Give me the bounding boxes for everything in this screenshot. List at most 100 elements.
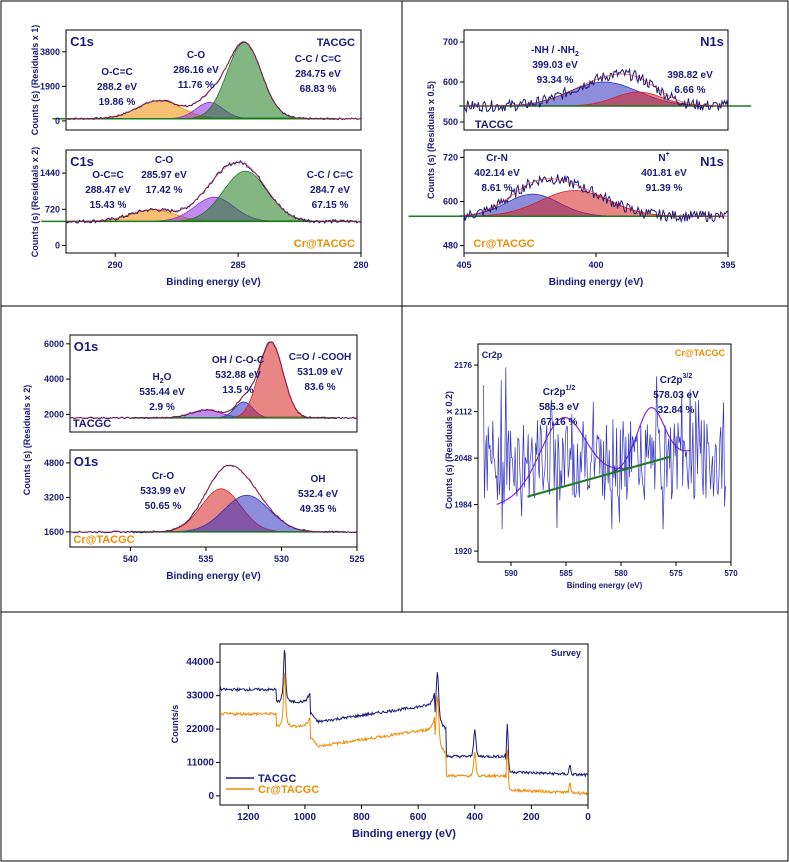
n1s-top-ytick-label-0: 700 bbox=[443, 37, 458, 47]
n1s-top-fit-envelope bbox=[464, 73, 729, 107]
c1s-top-peak-2-label: C-C / C=C bbox=[295, 54, 341, 65]
c1s-bottom-peak-1-percent: 17.42 % bbox=[146, 185, 183, 196]
cr2p-peak-0-percent: 67.16 % bbox=[541, 417, 578, 428]
o1s-xtick-label-3: 525 bbox=[349, 554, 364, 564]
n1s-top-spectrum-line bbox=[463, 67, 729, 114]
survey-xtick-label-1: 1000 bbox=[294, 812, 317, 823]
c1s-top-ytick-label-1: 1900 bbox=[40, 81, 60, 91]
cr2p-peak-1-energy: 578.03 eV bbox=[653, 390, 699, 401]
o1s-top-title: O1s bbox=[74, 339, 99, 354]
c1s-top-peak-1-energy: 286.16 eV bbox=[173, 65, 219, 76]
o1s-ylabel: Counts (s) (Residuals x 2) bbox=[22, 385, 32, 496]
n1s-bottom-peak-0-percent: 8.61 % bbox=[481, 183, 512, 194]
o1s-top-peak-1-energy: 532.88 eV bbox=[215, 370, 261, 381]
cr2p-xtick-label-3: 575 bbox=[669, 569, 683, 578]
n1s-ylabel: Counts (s) (Residuals x 0.5) bbox=[426, 81, 436, 199]
cr2p-title: Cr2p bbox=[482, 350, 503, 360]
survey-ylabel: Counts/s bbox=[170, 705, 180, 744]
o1s-bottom-peak-0-energy: 533.99 eV bbox=[140, 486, 186, 497]
cr2p-frame bbox=[477, 343, 732, 563]
c1s-bottom-peak-2-percent: 67.15 % bbox=[312, 200, 349, 211]
c1s-top-sample-label: TACGC bbox=[317, 37, 355, 49]
n1s-bottom-peak-1-energy: 401.81 eV bbox=[641, 168, 687, 179]
c1s-bottom-ytick-label-1: 720 bbox=[45, 204, 60, 214]
n1s-xtick-label-2: 395 bbox=[720, 260, 735, 270]
o1s-top-sample-label: TACGC bbox=[73, 418, 111, 430]
survey-series-0-line bbox=[219, 650, 589, 778]
cr2p-ylabel: Counts (s) (Residuals x 0.2) bbox=[444, 391, 454, 509]
o1s-bottom-title: O1s bbox=[74, 454, 99, 469]
c1s-top-ylabel: Counts (s) (Residuals x 1) bbox=[30, 25, 40, 136]
o1s-xtick-label-1: 535 bbox=[198, 554, 213, 564]
o1s-top-ytick-label-2: 2000 bbox=[44, 409, 64, 419]
n1s-bottom-ytick-label-2: 480 bbox=[443, 241, 458, 251]
o1s-top-fit-envelope bbox=[70, 341, 357, 419]
cr2p-xtick-label-2: 580 bbox=[614, 569, 628, 578]
o1s-top-peak-2-energy: 531.09 eV bbox=[297, 367, 343, 378]
survey-xtick-label-0: 1200 bbox=[237, 812, 260, 823]
cr2p-peak-1-label: Cr2p3/2 bbox=[660, 373, 693, 386]
c1s-bottom-peak-1-label: C-O bbox=[155, 155, 174, 166]
survey-xtick-label-3: 600 bbox=[410, 812, 427, 823]
n1s-bottom-ytick-label-0: 720 bbox=[443, 152, 458, 162]
o1s-bottom-fit-envelope bbox=[70, 464, 357, 533]
o1s-bottom-ytick-label-2: 1600 bbox=[44, 527, 64, 537]
o1s-bottom-peak-1-energy: 532.4 eV bbox=[298, 489, 338, 500]
c1s-bottom-peak-1-energy: 285.97 eV bbox=[141, 170, 187, 181]
o1s-top-peak-1-label: OH / C-O-C bbox=[212, 355, 264, 366]
survey-legend-entry-0: TACGC bbox=[258, 773, 296, 785]
n1s-bottom-peak-1-label: N+ bbox=[658, 151, 669, 164]
o1s-xtick-label-2: 530 bbox=[274, 554, 289, 564]
survey-ytick-label-3: 11000 bbox=[187, 757, 215, 768]
n1s-top-peak-0-energy: 399.03 eV bbox=[532, 60, 578, 71]
c1s-bottom-ytick-label-2: 0 bbox=[55, 240, 60, 250]
cr2p-xtick-label-0: 590 bbox=[504, 569, 518, 578]
cr2p-xtick-label-4: 570 bbox=[724, 569, 738, 578]
cr2p-background-line bbox=[527, 455, 671, 498]
survey-legend-entry-1: Cr@TACGC bbox=[258, 784, 319, 796]
n1s-bottom-peak-0-energy: 402.14 eV bbox=[474, 168, 520, 179]
o1s-top-frame bbox=[69, 334, 358, 433]
o1s-bottom-peak-1-label: OH bbox=[311, 474, 326, 485]
c1s-top-title: C1s bbox=[70, 34, 94, 49]
n1s-xlabel: Binding energy (eV) bbox=[549, 277, 643, 288]
cr2p-ytick-label-2: 2048 bbox=[454, 454, 472, 463]
o1s-bottom-peak-0-percent: 50.65 % bbox=[145, 501, 182, 512]
o1s-top-peak-0-energy: 535.44 eV bbox=[139, 387, 185, 398]
c1s-top-ytick-label-2: 0 bbox=[55, 116, 60, 126]
survey-ytick-label-1: 33000 bbox=[186, 691, 214, 702]
c1s-top-ytick-label-0: 3800 bbox=[40, 47, 60, 57]
cr2p-ytick-label-3: 1984 bbox=[454, 501, 472, 510]
n1s-xtick-label-1: 400 bbox=[588, 260, 603, 270]
c1s-xlabel: Binding energy (eV) bbox=[166, 277, 260, 288]
survey-title: Survey bbox=[551, 648, 581, 658]
survey-ytick-label-2: 22000 bbox=[186, 724, 214, 735]
o1s-bottom-ytick-label-0: 4800 bbox=[44, 458, 64, 468]
n1s-bottom-sample-label: Cr@TACGC bbox=[473, 238, 534, 250]
n1s-top-title: N1s bbox=[700, 34, 724, 49]
n1s-bottom-peak-0-label: Cr-N bbox=[486, 153, 508, 164]
o1s-bottom-frame bbox=[69, 449, 358, 548]
n1s-bottom-ytick-label-1: 600 bbox=[443, 197, 458, 207]
c1s-top-peak-0-percent: 19.86 % bbox=[99, 97, 136, 108]
cr2p-xlabel: Binding energy (eV) bbox=[567, 581, 643, 590]
cr2p-ytick-label-4: 1920 bbox=[454, 547, 472, 556]
survey-xtick-label-2: 800 bbox=[353, 812, 370, 823]
o1s-bottom-peak-0-label: Cr-O bbox=[152, 471, 174, 482]
c1s-top-peak-1-percent: 11.76 % bbox=[178, 80, 214, 91]
n1s-bottom-title: N1s bbox=[700, 154, 724, 169]
c1s-bottom-ylabel: Counts (s) (Residuals x 2) bbox=[30, 147, 40, 258]
c1s-bottom-peak-0-label: O-C=C bbox=[92, 170, 123, 181]
c1s-bottom-peak-0-energy: 288.47 eV bbox=[85, 185, 131, 196]
c1s-xtick-label-0: 290 bbox=[108, 260, 123, 270]
n1s-xtick-label-0: 405 bbox=[456, 260, 471, 270]
o1s-top-ytick-label-1: 4000 bbox=[44, 374, 64, 384]
c1s-bottom-frame bbox=[65, 149, 362, 254]
o1s-xlabel: Binding energy (eV) bbox=[166, 571, 260, 582]
c1s-bottom-peak-0-percent: 15.43 % bbox=[90, 200, 127, 211]
cr2p-ytick-label-1: 2112 bbox=[455, 408, 473, 417]
c1s-bottom-peak-2-energy: 284.7 eV bbox=[310, 185, 350, 196]
o1s-top-peak-2-label: C=O / -COOH bbox=[289, 352, 352, 363]
survey-xtick-label-4: 400 bbox=[466, 812, 483, 823]
o1s-top-peak-0-label: H2O bbox=[153, 372, 172, 385]
